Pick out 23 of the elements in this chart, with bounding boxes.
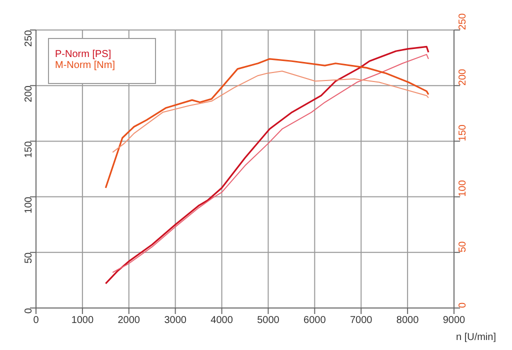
x-tick-label: 8000 [396,315,420,326]
x-tick-label: 6000 [304,315,326,326]
y2-tick-label: 0 [458,302,469,308]
x-tick-label: 5000 [257,315,280,326]
y-tick-label: 200 [24,85,35,102]
y2-tick-label: 150 [458,124,469,142]
y-tick-label: 100 [24,196,35,214]
y-tick-label: 250 [24,30,35,47]
x-tick-label: 3000 [164,315,187,326]
x-tick-label: 7000 [350,315,373,326]
y-tick-label: 150 [24,140,35,158]
y2-tick-label: 250 [458,12,469,30]
y-tick-label: 0 [24,308,35,314]
x-tick-label: 2000 [118,315,140,326]
y2-tick-label: 100 [458,180,469,197]
x-tick-label: 1000 [71,315,94,326]
x-tick-label: 4000 [210,315,234,326]
x-tick-label: 9000 [442,315,466,326]
y2-tick-label: 50 [458,240,469,252]
legend-box: P-Norm [PS] M-Norm [Nm] [48,38,156,84]
y2-tick-label: 200 [458,68,469,86]
x-axis-title: n [U/min] [456,332,496,343]
y-tick-label: 50 [24,252,35,264]
